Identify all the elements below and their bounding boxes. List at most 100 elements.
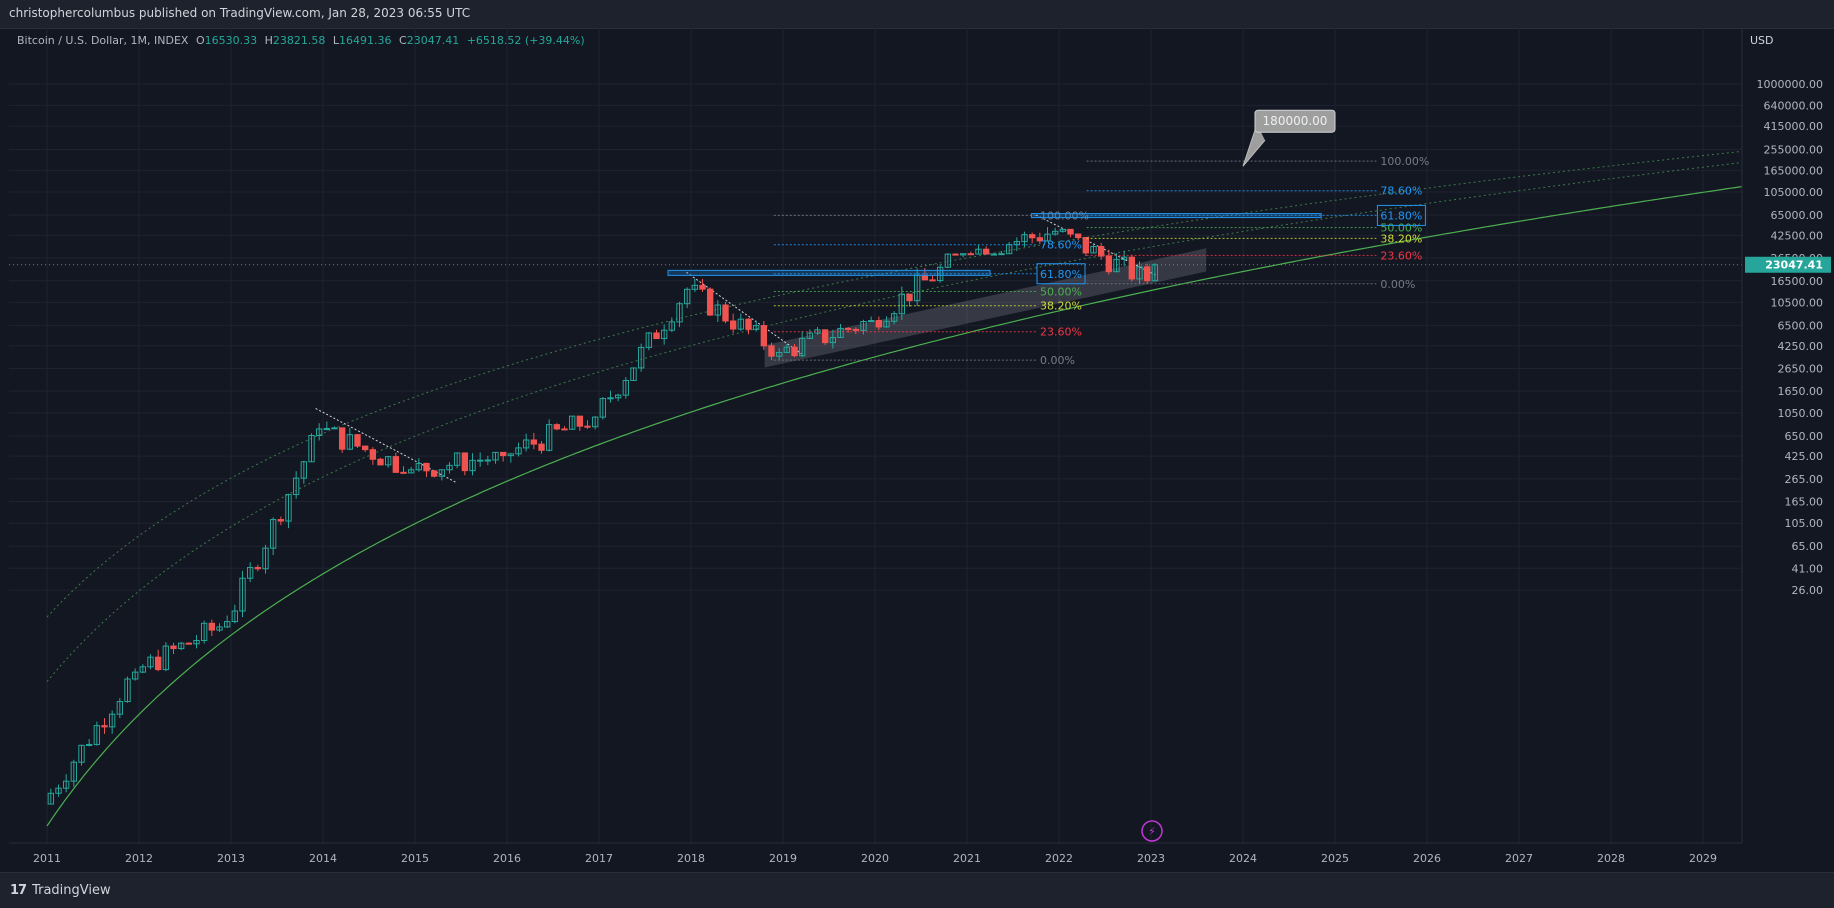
fib-level-label: 0.00% (1040, 354, 1075, 367)
candle-body (369, 449, 377, 460)
candle-body (308, 435, 315, 463)
candle-body (223, 621, 231, 628)
candle-body (959, 253, 967, 256)
candle-body (331, 427, 338, 430)
x-tick-label: 2020 (861, 852, 889, 865)
lightning-icon-glyph: ⚡ (1148, 825, 1156, 838)
candle-body (1090, 245, 1097, 254)
candle-body (254, 566, 262, 570)
fib-level-box (1036, 263, 1086, 285)
y-tick-label: 65.00 (1792, 540, 1824, 553)
candle-body (1082, 236, 1090, 254)
candle-body (392, 456, 400, 473)
candle-body (982, 248, 990, 255)
candle-body (714, 304, 722, 316)
candle-body (262, 547, 269, 570)
y-tick-label: 1050.00 (1778, 407, 1824, 420)
publisher-text: christophercolumbus published on Trading… (9, 6, 471, 20)
candle-body (645, 332, 653, 348)
candle-body (70, 761, 78, 782)
candle-body (1044, 233, 1051, 242)
candle-body (338, 427, 346, 450)
y-tick-label: 1650.00 (1778, 385, 1824, 398)
x-tick-label: 2016 (493, 852, 521, 865)
candle-body (116, 701, 124, 715)
y-tick-label: 255000.00 (1764, 144, 1824, 157)
fib-level-label: 100.00% (1040, 209, 1089, 222)
x-tick-label: 2017 (585, 852, 613, 865)
candle-body (1074, 233, 1082, 238)
y-tick-label: 16500.00 (1771, 275, 1824, 288)
y-tick-label: 4250.00 (1778, 340, 1824, 353)
candle-body (798, 337, 806, 357)
candle-body (85, 743, 93, 746)
candle-body (62, 780, 70, 789)
candle-body (768, 345, 775, 357)
candle-body (1151, 264, 1159, 282)
candle-body (875, 320, 883, 328)
candle-body (967, 253, 975, 256)
candle-body (1105, 255, 1113, 273)
tradingview-logo-icon: 17 (10, 883, 27, 898)
y-tick-label: 105000.00 (1764, 186, 1824, 199)
candle-body (170, 645, 177, 650)
fib-level-label: 100.00% (1380, 155, 1429, 168)
candle-body (783, 346, 791, 353)
x-tick-label: 2027 (1505, 852, 1533, 865)
candle-body (607, 397, 614, 400)
candle-body (162, 645, 170, 671)
candle-body (47, 792, 55, 805)
candle-body (154, 656, 162, 671)
candle-body (591, 416, 599, 428)
open-label: O (195, 34, 205, 47)
candle-body (553, 424, 561, 430)
candle-body (890, 313, 898, 322)
candle-body (660, 329, 668, 340)
candle-body (292, 477, 300, 496)
callout-box (1254, 109, 1336, 133)
candle-body (637, 346, 645, 369)
candle-body (438, 469, 446, 477)
y-tick-label: 10500.00 (1771, 296, 1824, 309)
tradingview-brand-label: TradingView (32, 883, 111, 898)
candle-body (745, 318, 752, 330)
candle-body (860, 321, 867, 331)
y-tick-label: 105.00 (1785, 517, 1824, 530)
candle-body (1013, 241, 1021, 246)
candle-body (346, 434, 354, 450)
candle-body (530, 439, 538, 445)
candle-body (576, 415, 584, 427)
candle-body (599, 398, 607, 418)
candle-body (361, 445, 369, 451)
candle-body (231, 610, 239, 623)
candle-body (622, 380, 630, 396)
candle-body (538, 443, 545, 451)
footer-bar: 17 TradingView (0, 872, 1834, 908)
low-value: 16491.36 (339, 34, 392, 47)
candle-body (998, 253, 1005, 256)
publisher-bar: christophercolumbus published on Trading… (0, 0, 1834, 29)
fib-level-label: 23.60% (1040, 326, 1082, 339)
x-tick-label: 2025 (1321, 852, 1349, 865)
candle-body (821, 329, 829, 344)
candle-body (1036, 237, 1044, 242)
candle-body (446, 464, 453, 471)
mid-curve (46, 162, 1742, 682)
candle-body (952, 253, 959, 256)
candle-body (929, 279, 936, 282)
candle-body (1136, 266, 1143, 280)
candle-body (285, 494, 292, 522)
tradingview-logo[interactable]: 17 TradingView (10, 883, 111, 898)
trend-channel (764, 248, 1207, 368)
candle-body (407, 469, 415, 474)
candle-body (545, 424, 553, 451)
candle-body (699, 284, 706, 290)
y-tick-label: 415000.00 (1764, 120, 1824, 133)
candle-body (177, 642, 185, 650)
candle-body (430, 470, 438, 477)
candle-body (775, 351, 783, 357)
candle-body (584, 425, 591, 428)
close-value: 23047.41 (406, 34, 460, 47)
candle-body (147, 656, 154, 668)
